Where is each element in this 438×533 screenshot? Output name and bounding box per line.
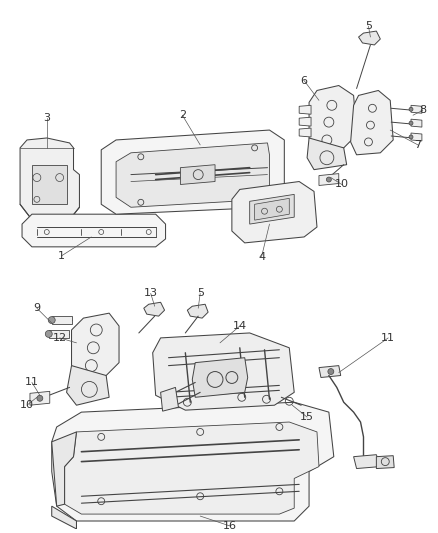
Text: 11: 11 — [25, 377, 39, 387]
Text: 12: 12 — [53, 333, 67, 343]
Polygon shape — [67, 366, 109, 405]
Polygon shape — [192, 358, 248, 397]
Text: 3: 3 — [43, 113, 50, 123]
Polygon shape — [153, 333, 294, 410]
Polygon shape — [22, 214, 166, 247]
Polygon shape — [411, 106, 422, 113]
Polygon shape — [71, 313, 119, 377]
Text: 6: 6 — [300, 76, 307, 86]
Polygon shape — [52, 316, 71, 324]
Polygon shape — [30, 391, 50, 405]
Polygon shape — [32, 165, 67, 204]
Polygon shape — [411, 133, 422, 141]
Polygon shape — [309, 85, 357, 150]
Polygon shape — [232, 182, 317, 243]
Text: 15: 15 — [300, 412, 314, 422]
Polygon shape — [116, 143, 269, 207]
Polygon shape — [187, 304, 208, 318]
Text: 5: 5 — [197, 288, 204, 298]
Circle shape — [409, 121, 413, 125]
Circle shape — [328, 369, 334, 375]
Polygon shape — [250, 195, 294, 224]
Circle shape — [48, 317, 55, 324]
Polygon shape — [351, 91, 393, 155]
Text: 11: 11 — [381, 333, 395, 343]
Polygon shape — [180, 165, 215, 184]
Polygon shape — [52, 402, 334, 521]
Polygon shape — [319, 174, 339, 185]
Text: 4: 4 — [258, 252, 265, 262]
Text: 10: 10 — [20, 400, 34, 410]
Text: 2: 2 — [179, 110, 186, 120]
Polygon shape — [299, 106, 311, 114]
Text: 10: 10 — [335, 180, 349, 190]
Text: 8: 8 — [419, 105, 427, 115]
Circle shape — [326, 177, 331, 182]
Circle shape — [409, 135, 413, 139]
Polygon shape — [49, 330, 69, 338]
Polygon shape — [411, 119, 422, 127]
Circle shape — [37, 395, 43, 401]
Polygon shape — [299, 128, 311, 137]
Text: 1: 1 — [58, 251, 65, 261]
Polygon shape — [307, 138, 346, 169]
Text: 5: 5 — [365, 21, 372, 31]
Polygon shape — [52, 432, 77, 506]
Polygon shape — [52, 506, 77, 529]
Polygon shape — [20, 138, 79, 221]
Polygon shape — [359, 31, 380, 45]
Circle shape — [45, 330, 52, 337]
Polygon shape — [319, 366, 341, 377]
Text: 7: 7 — [414, 140, 421, 150]
Text: 9: 9 — [33, 303, 40, 313]
Polygon shape — [161, 387, 178, 411]
Polygon shape — [254, 198, 289, 220]
Polygon shape — [64, 422, 319, 514]
Text: 13: 13 — [144, 288, 158, 298]
Text: 16: 16 — [223, 521, 237, 531]
Polygon shape — [376, 456, 394, 469]
Polygon shape — [353, 455, 380, 469]
Polygon shape — [299, 117, 311, 126]
Circle shape — [409, 107, 413, 111]
Text: 14: 14 — [233, 321, 247, 331]
Polygon shape — [144, 302, 165, 316]
Polygon shape — [101, 130, 284, 214]
